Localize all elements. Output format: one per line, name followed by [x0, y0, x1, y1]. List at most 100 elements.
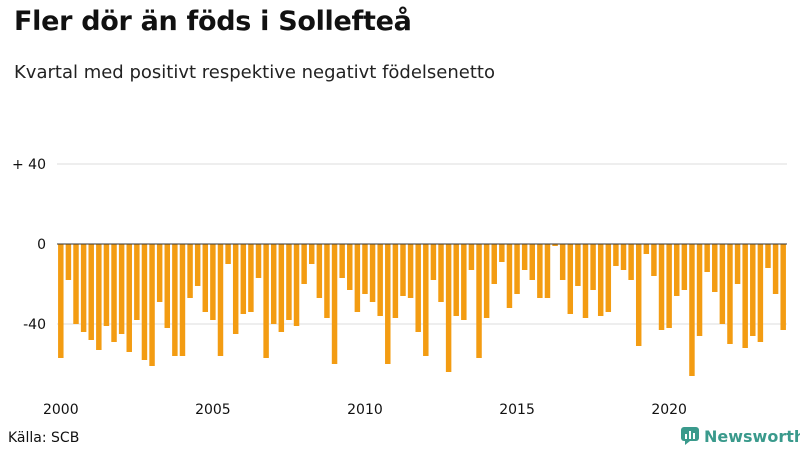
bar	[696, 244, 703, 336]
bar	[506, 244, 513, 308]
bar	[324, 244, 330, 318]
x-tick-label: 2000	[43, 402, 79, 418]
bar	[468, 244, 475, 270]
bar	[58, 244, 64, 358]
x-tick-label: 2015	[499, 402, 535, 418]
bar	[331, 244, 338, 364]
bar	[772, 244, 779, 294]
bar	[103, 244, 110, 326]
bar	[415, 244, 421, 332]
bar	[156, 244, 163, 302]
bar	[727, 244, 733, 344]
bar	[80, 244, 87, 332]
bar	[134, 244, 140, 320]
bar	[544, 244, 551, 298]
bar	[559, 244, 566, 280]
bar	[149, 244, 155, 366]
bar	[407, 244, 414, 298]
bar	[765, 244, 771, 268]
bar	[461, 244, 467, 320]
bar	[597, 244, 604, 316]
bar	[88, 244, 94, 340]
bar	[734, 244, 741, 284]
bar	[750, 244, 756, 336]
bar	[339, 244, 345, 278]
bar	[194, 244, 201, 286]
bar	[567, 244, 574, 314]
newsworthy-icon	[681, 427, 699, 445]
bar	[742, 244, 748, 348]
bar	[278, 244, 285, 332]
bar	[514, 244, 520, 294]
x-tick-label: 2010	[347, 402, 383, 418]
bar	[73, 244, 79, 324]
bar	[225, 244, 231, 264]
bar	[202, 244, 209, 312]
brand-name: Newsworthy	[704, 426, 800, 446]
bar	[141, 244, 148, 360]
bar	[582, 244, 589, 318]
bar	[263, 244, 269, 358]
bar	[65, 244, 72, 280]
bar	[423, 244, 429, 356]
bar	[651, 244, 657, 276]
bar	[164, 244, 170, 328]
bar	[210, 244, 216, 320]
bar	[385, 244, 391, 364]
bar	[293, 244, 300, 326]
bar	[628, 244, 634, 280]
y-tick-label: -40	[23, 317, 46, 333]
bar	[248, 244, 254, 312]
bar	[126, 244, 132, 352]
x-tick-label: 2005	[195, 402, 231, 418]
bar	[476, 244, 482, 358]
bar	[620, 244, 627, 270]
bar	[430, 244, 437, 280]
bar	[491, 244, 497, 284]
chart-subtitle: Kvartal med positivt respektive negativt…	[14, 62, 495, 83]
bar	[240, 244, 247, 314]
x-tick-label: 2020	[651, 402, 687, 418]
y-tick-label: 0	[37, 237, 46, 253]
bar	[255, 244, 262, 278]
source-note: Källa: SCB	[8, 430, 80, 446]
bar	[635, 244, 642, 346]
bar	[575, 244, 581, 286]
bar	[681, 244, 688, 290]
bar	[362, 244, 368, 294]
y-tick-label: + 40	[12, 157, 46, 173]
bar	[605, 244, 612, 312]
bar	[643, 244, 650, 254]
bar	[369, 244, 376, 302]
bar	[704, 244, 710, 272]
bar	[712, 244, 718, 292]
bar	[674, 244, 680, 296]
bar	[111, 244, 117, 342]
bar	[301, 244, 307, 284]
bar	[96, 244, 102, 350]
bar	[172, 244, 178, 356]
bar	[521, 244, 528, 270]
bar	[666, 244, 672, 328]
bar	[286, 244, 292, 320]
brand-logo: Newsworthy	[680, 426, 800, 446]
bar	[613, 244, 619, 266]
bar	[354, 244, 361, 312]
bar	[438, 244, 444, 302]
bar	[453, 244, 459, 316]
bar	[118, 244, 125, 334]
bar	[780, 244, 786, 330]
bar	[377, 244, 383, 316]
bar	[537, 244, 543, 298]
bar	[499, 244, 505, 262]
bar	[590, 244, 596, 290]
bar	[689, 244, 695, 376]
bar	[179, 244, 186, 356]
bar	[552, 244, 558, 246]
bar	[400, 244, 406, 296]
bar	[270, 244, 277, 324]
bar	[217, 244, 224, 356]
bar	[529, 244, 535, 280]
bar	[187, 244, 193, 298]
